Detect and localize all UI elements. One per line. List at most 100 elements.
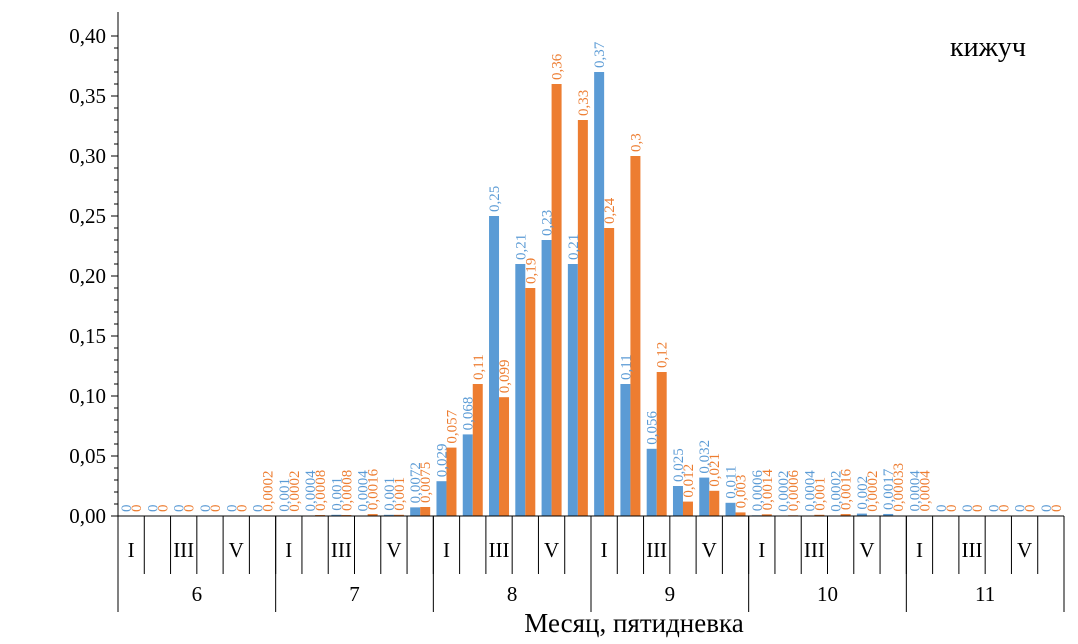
data-label: 0,0002 [865, 471, 881, 512]
bar [436, 481, 447, 516]
pentad-label: V [702, 538, 717, 562]
data-labels: 0 0 0 0 0 0 0,001 0,0004 0,001 0,0004 0,001 0,00720… [119, 41, 1065, 512]
pentad-label: I [285, 538, 292, 562]
pentad-label: I [758, 538, 765, 562]
data-label: 0,0008 [313, 470, 329, 511]
pentad-label: V [386, 538, 401, 562]
y-tick-label: 0,30 [69, 144, 106, 168]
month-label: 7 [349, 582, 360, 606]
data-label: 0,0017 [881, 468, 897, 510]
y-axis: 0,00 0,05 0,10 0,15 0,20 0,25 0,30 0,35 0,40 [69, 12, 119, 528]
data-label: 0,001 [329, 477, 345, 511]
bar [541, 240, 552, 516]
x-axis: I III V I III V I III V I III V I III V I III V6 7 8 9 10 11 [117, 515, 1065, 612]
bar [499, 397, 510, 516]
month-label: 11 [975, 582, 995, 606]
y-tick-label: 0,05 [69, 444, 106, 468]
bar [462, 434, 473, 516]
y-tick-label: 0,00 [69, 504, 106, 528]
bar [446, 447, 457, 516]
data-label: 0,002 [855, 476, 871, 510]
bar [620, 384, 631, 516]
data-label: 0,0004 [303, 470, 319, 512]
data-label: 0,0072 [408, 462, 424, 503]
pentad-label: I [443, 538, 450, 562]
y-tick-label: 0,20 [69, 264, 106, 288]
species-label: кижуч [950, 32, 1026, 63]
data-label: 0,0075 [418, 462, 434, 503]
data-label: 0 [208, 505, 224, 513]
bar [840, 514, 851, 516]
pentad-label: III [489, 538, 510, 562]
data-label: 0,37 [592, 41, 608, 68]
data-label: 0 [1013, 505, 1029, 513]
pentad-label: III [646, 538, 667, 562]
bar [656, 372, 667, 516]
bar [367, 514, 378, 516]
bar [646, 448, 657, 516]
data-label: 0,0004 [802, 470, 818, 512]
pentad-label: I [601, 538, 608, 562]
data-label: 0,00033 [891, 463, 907, 512]
y-tick-label: 0,40 [69, 24, 106, 48]
data-label: 0,0002 [287, 471, 303, 512]
bar [725, 502, 736, 516]
data-label: 0 [970, 505, 986, 513]
data-label: 0,12 [655, 342, 671, 368]
bars [262, 72, 930, 516]
bar [672, 486, 683, 516]
y-tick-label: 0,10 [69, 384, 106, 408]
data-label: 0,003 [734, 475, 750, 509]
bar [331, 514, 342, 516]
data-label: 0 [172, 505, 188, 513]
bar [383, 514, 394, 516]
data-label: 0,021 [707, 453, 723, 487]
bar [420, 507, 431, 516]
bar [567, 264, 578, 516]
data-label: 0,19 [523, 258, 539, 284]
y-tick-label: 0,25 [69, 204, 106, 228]
data-label: 0 [944, 505, 960, 513]
data-label: 0 [996, 505, 1012, 513]
month-label: 8 [507, 582, 518, 606]
data-label: 0 [182, 505, 198, 513]
data-label: 0,025 [671, 448, 687, 482]
data-label: 0,0006 [786, 470, 802, 512]
y-tick-label: 0,15 [69, 324, 106, 348]
data-label: 0 [1049, 505, 1065, 513]
data-label: 0 [198, 505, 214, 513]
data-label: 0,0016 [366, 468, 382, 510]
pentad-label: I [128, 538, 135, 562]
data-label: 0 [960, 505, 976, 513]
x-axis-label: Месяц, пятидневка [524, 608, 743, 638]
data-label: 0,21 [513, 234, 529, 260]
data-label: 0 [129, 505, 145, 513]
data-label: 0,0006 [750, 470, 766, 512]
data-label: 0,068 [461, 397, 477, 431]
data-label: 0,0014 [760, 469, 776, 511]
data-label: 0,0004 [907, 470, 923, 512]
data-label: 0 [934, 505, 950, 513]
pentad-label: I [916, 538, 923, 562]
pentad-label: V [1017, 538, 1032, 562]
bar [761, 514, 772, 516]
bar [604, 228, 615, 516]
pentad-label: III [804, 538, 825, 562]
data-label: 0 [155, 505, 171, 513]
data-label: 0,012 [681, 464, 697, 498]
month-label: 9 [665, 582, 676, 606]
bar [472, 384, 483, 516]
data-label: 0 [145, 505, 161, 513]
data-label: 0,011 [724, 466, 740, 499]
data-label: 0,0016 [839, 468, 855, 510]
bar [709, 490, 720, 516]
data-label: 0,11 [471, 354, 487, 380]
bar [515, 264, 526, 516]
data-label: 0,0004 [917, 470, 933, 512]
pentad-label: III [331, 538, 352, 562]
bar [814, 514, 825, 516]
bar [699, 477, 710, 516]
data-label: 0,029 [434, 443, 450, 477]
pentad-label: III [962, 538, 983, 562]
